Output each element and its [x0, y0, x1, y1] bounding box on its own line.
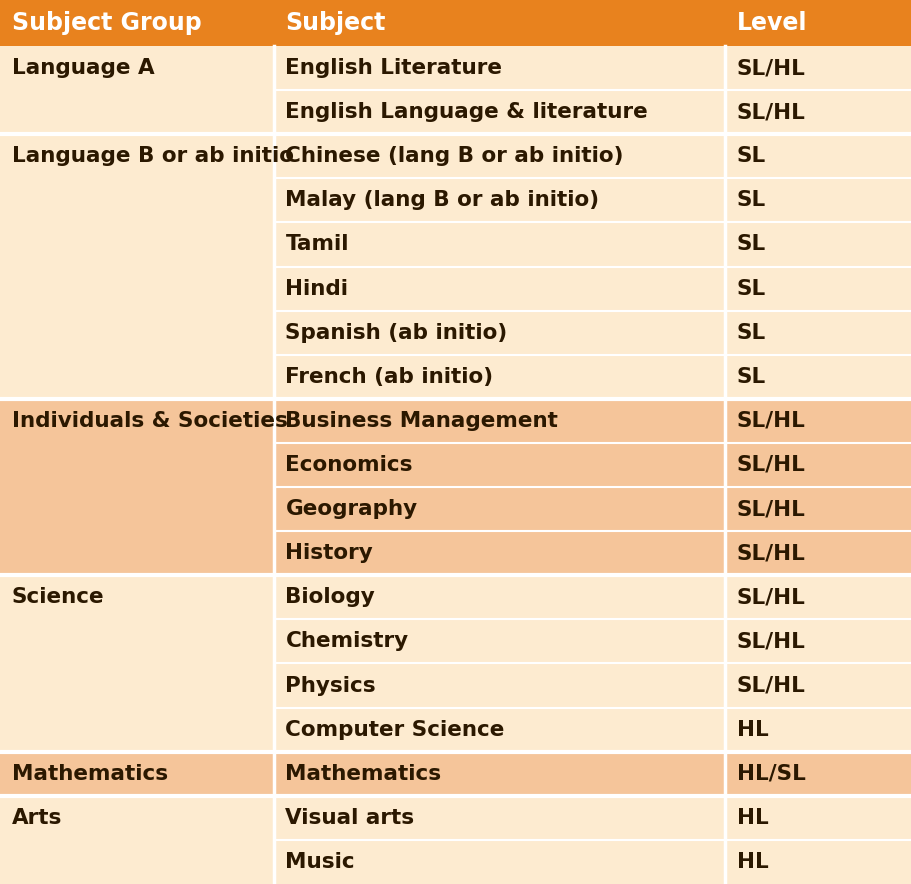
Bar: [0, 575, 911, 620]
Text: SL/HL: SL/HL: [736, 587, 805, 607]
Bar: [724, 0, 911, 46]
Bar: [0, 531, 911, 575]
Text: Hindi: Hindi: [285, 278, 348, 299]
Text: History: History: [285, 543, 373, 563]
Text: SL: SL: [736, 190, 765, 210]
Text: Physics: Physics: [285, 675, 375, 696]
Text: SL/HL: SL/HL: [736, 58, 805, 78]
Bar: [0, 487, 911, 531]
Text: Music: Music: [285, 852, 354, 872]
Text: SL: SL: [736, 367, 765, 387]
Text: SL/HL: SL/HL: [736, 675, 805, 696]
Bar: [0, 0, 273, 46]
Text: Mathematics: Mathematics: [12, 764, 168, 784]
Bar: [0, 223, 911, 266]
Text: Tamil: Tamil: [285, 234, 349, 255]
Bar: [0, 751, 911, 796]
Bar: [273, 0, 724, 46]
Bar: [0, 90, 911, 134]
Bar: [0, 134, 911, 179]
Text: Arts: Arts: [12, 808, 62, 827]
Bar: [0, 354, 911, 399]
Text: Language B or ab initio: Language B or ab initio: [12, 146, 293, 166]
Text: Level: Level: [736, 11, 806, 35]
Text: SL: SL: [736, 323, 765, 343]
Text: HL: HL: [736, 852, 768, 872]
Text: SL/HL: SL/HL: [736, 411, 805, 431]
Text: Visual arts: Visual arts: [285, 808, 415, 827]
Bar: [0, 266, 911, 310]
Text: Spanish (ab initio): Spanish (ab initio): [285, 323, 507, 343]
Text: Economics: Economics: [285, 455, 413, 475]
Text: SL/HL: SL/HL: [736, 631, 805, 652]
Text: Mathematics: Mathematics: [285, 764, 441, 784]
Text: Business Management: Business Management: [285, 411, 558, 431]
Bar: [0, 46, 911, 90]
Text: Chemistry: Chemistry: [285, 631, 408, 652]
Text: SL/HL: SL/HL: [736, 103, 805, 122]
Bar: [0, 664, 911, 707]
Text: Geography: Geography: [285, 499, 417, 519]
Text: Chinese (lang B or ab initio): Chinese (lang B or ab initio): [285, 146, 623, 166]
Text: Biology: Biology: [285, 587, 374, 607]
Text: Malay (lang B or ab initio): Malay (lang B or ab initio): [285, 190, 599, 210]
Text: HL: HL: [736, 720, 768, 740]
Bar: [0, 310, 911, 354]
Text: English Language & literature: English Language & literature: [285, 103, 648, 122]
Text: Subject: Subject: [285, 11, 385, 35]
Text: HL/SL: HL/SL: [736, 764, 805, 784]
Text: Subject Group: Subject Group: [12, 11, 201, 35]
Text: French (ab initio): French (ab initio): [285, 367, 493, 387]
Text: SL/HL: SL/HL: [736, 543, 805, 563]
Text: Computer Science: Computer Science: [285, 720, 505, 740]
Text: Individuals & Societies: Individuals & Societies: [12, 411, 287, 431]
Text: HL: HL: [736, 808, 768, 827]
Text: Science: Science: [12, 587, 105, 607]
Text: SL: SL: [736, 234, 765, 255]
Bar: [0, 840, 911, 884]
Text: English Literature: English Literature: [285, 58, 502, 78]
Bar: [0, 796, 911, 840]
Bar: [0, 399, 911, 443]
Text: SL/HL: SL/HL: [736, 499, 805, 519]
Bar: [0, 443, 911, 487]
Bar: [0, 707, 911, 751]
Bar: [0, 179, 911, 223]
Text: SL: SL: [736, 278, 765, 299]
Text: SL/HL: SL/HL: [736, 455, 805, 475]
Bar: [0, 620, 911, 664]
Text: Language A: Language A: [12, 58, 154, 78]
Text: SL: SL: [736, 146, 765, 166]
